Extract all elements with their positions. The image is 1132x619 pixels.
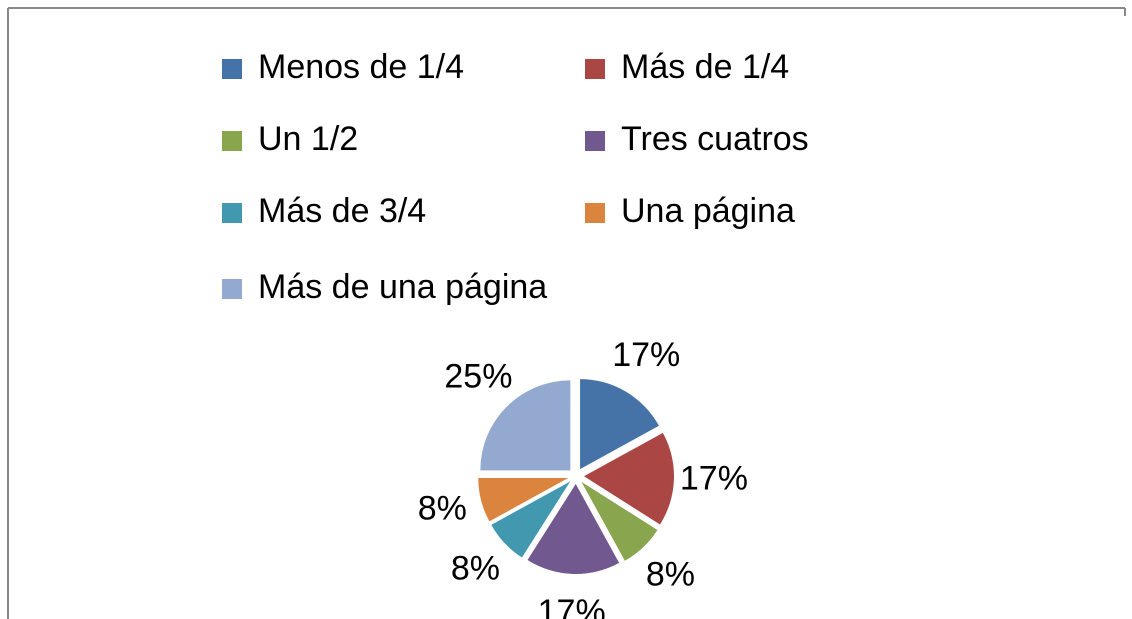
data-label: 17% — [680, 459, 748, 497]
legend-label: Un 1/2 — [258, 120, 358, 158]
legend-swatch — [222, 59, 242, 79]
data-label: 25% — [444, 357, 512, 395]
legend-swatch — [585, 203, 605, 223]
pie-slice — [480, 380, 571, 471]
legend-swatch — [222, 203, 242, 223]
legend-label: Más de una página — [258, 268, 547, 306]
pie-slice — [583, 432, 674, 525]
data-label: 17% — [538, 593, 606, 619]
legend-label: Menos de 1/4 — [258, 48, 464, 86]
data-label: 8% — [646, 556, 695, 594]
pie-slice — [580, 379, 659, 470]
data-label: 17% — [612, 336, 680, 374]
legend-swatch — [222, 279, 242, 299]
pie-slice — [527, 483, 620, 574]
legend-label: Más de 3/4 — [258, 192, 426, 230]
legend-label: Una página — [621, 192, 795, 230]
legend-label: Más de 1/4 — [621, 48, 789, 86]
data-label: 8% — [418, 489, 467, 527]
legend-swatch — [585, 131, 605, 151]
data-label: 8% — [451, 549, 500, 587]
pie-slice — [478, 477, 569, 522]
legend-swatch — [585, 59, 605, 79]
pie-slice — [581, 481, 658, 561]
legend-label: Tres cuatros — [621, 120, 809, 158]
legend-swatch — [222, 131, 242, 151]
pie-slice — [491, 481, 571, 558]
